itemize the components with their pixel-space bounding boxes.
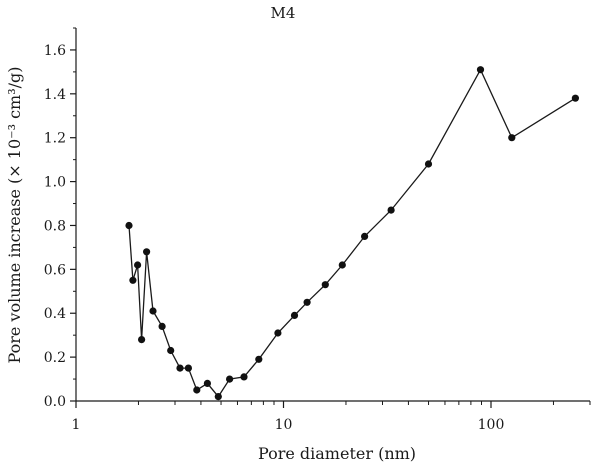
y-tick-label: 1.0 — [44, 175, 66, 191]
data-point — [571, 94, 580, 102]
y-tick-label: 1.4 — [44, 87, 66, 103]
data-point — [387, 206, 395, 214]
data-point — [158, 322, 166, 330]
data-point — [143, 248, 151, 256]
x-tick-label: 1 — [72, 417, 81, 433]
x-axis-ticks: 1 10 100 — [72, 401, 591, 433]
y-tick-label: 1.6 — [44, 43, 66, 59]
data-points — [125, 66, 580, 401]
data-point — [193, 386, 201, 394]
data-point — [226, 375, 234, 383]
data-point — [167, 346, 175, 355]
data-point — [361, 232, 369, 240]
data-point — [240, 373, 248, 381]
y-tick-label: 0.4 — [44, 306, 66, 322]
data-point — [125, 221, 133, 230]
data-point — [134, 261, 142, 269]
data-point — [138, 336, 146, 344]
data-point — [321, 281, 329, 289]
data-point — [476, 66, 485, 74]
data-point — [129, 276, 137, 284]
y-tick-label: 0.0 — [44, 394, 66, 410]
data-point — [184, 364, 192, 372]
data-point — [303, 298, 311, 306]
series-line — [128, 68, 576, 398]
y-tick-label: 0.6 — [44, 262, 66, 278]
data-point — [214, 393, 222, 401]
chart-title: M4 — [271, 4, 296, 22]
x-tick-label: 100 — [478, 417, 505, 433]
y-tick-label: 1.2 — [44, 131, 66, 147]
data-point — [149, 307, 157, 315]
y-axis-title: Pore volume increase (× 10⁻³ cm³/g) — [5, 66, 24, 363]
y-tick-label: 0.8 — [44, 218, 66, 234]
y-axis-ticks: 0.0 0.2 0.4 0.6 0.8 1.0 1.2 1.4 1.6 — [44, 27, 76, 410]
data-point — [176, 364, 184, 372]
data-point — [508, 134, 516, 142]
data-point — [424, 160, 433, 168]
data-point — [290, 311, 299, 319]
x-axis-title: Pore diameter (nm) — [258, 444, 416, 463]
y-tick-label: 0.2 — [44, 350, 66, 366]
data-point — [255, 355, 263, 363]
x-tick-label: 10 — [275, 417, 293, 433]
data-point — [203, 379, 211, 387]
data-point — [274, 329, 282, 337]
data-point — [338, 261, 346, 269]
